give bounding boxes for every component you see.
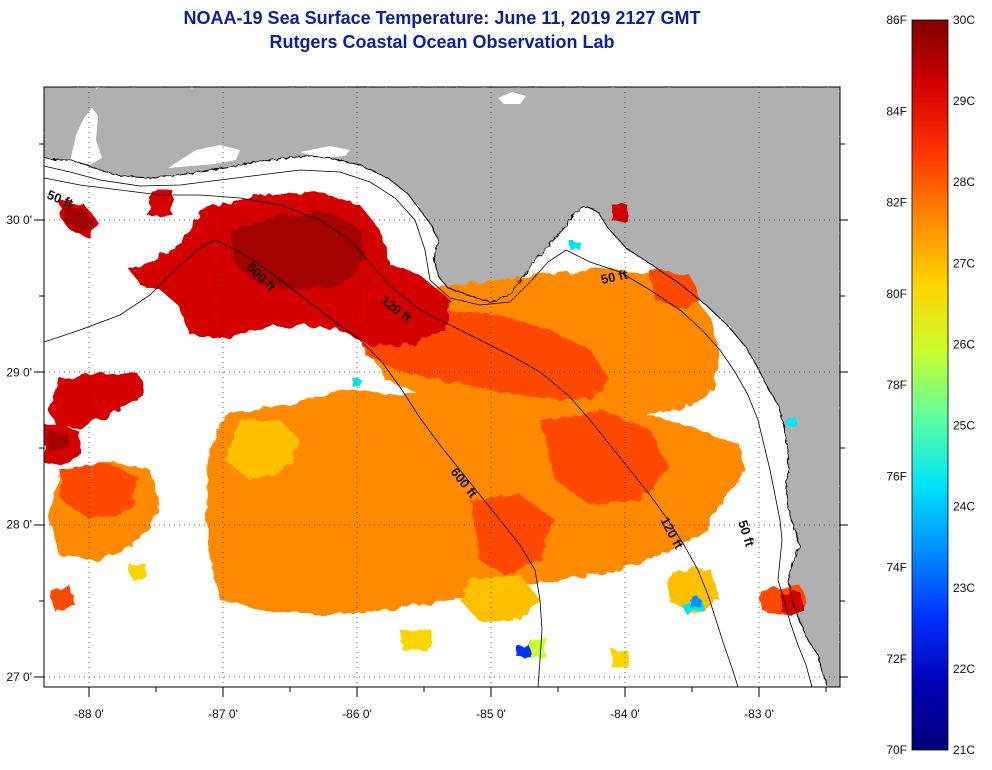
colorbar-f-label: 72F xyxy=(886,652,907,666)
bay-inlet xyxy=(168,145,240,168)
plot-area: 50 ft 600 ft 120 ft 50 ft 600 ft 120 ft … xyxy=(44,87,840,687)
colorbar-f-label: 76F xyxy=(886,469,907,483)
sst-patch xyxy=(540,410,670,505)
colorbar-c-label: 27C xyxy=(953,256,975,270)
colorbar-f-label: 80F xyxy=(886,287,907,301)
contour-120ft xyxy=(44,177,739,687)
sst-patch xyxy=(570,242,580,250)
plot-frame xyxy=(43,86,841,688)
sst-patch xyxy=(150,190,172,218)
sst-patch xyxy=(400,628,432,650)
colorbar-f-label: 86F xyxy=(886,13,907,27)
longitude-label: -88 0' xyxy=(74,707,104,721)
colorbar-c-label: 21C xyxy=(953,743,975,757)
sst-patch xyxy=(612,205,628,222)
sst-patch xyxy=(130,562,147,580)
contour-600ft xyxy=(44,239,543,687)
contour-50ft xyxy=(44,165,813,687)
axis-ticks xyxy=(34,143,848,697)
sst-patch xyxy=(48,430,68,452)
lake xyxy=(498,92,526,104)
bay-inlet xyxy=(300,146,350,158)
colorbar-c-label: 22C xyxy=(953,662,975,676)
colorbar-f-label: 82F xyxy=(886,196,907,210)
colorbar xyxy=(911,19,949,751)
sst-patch xyxy=(528,636,546,660)
sst-patch xyxy=(60,462,140,520)
longitude-label: -83 0' xyxy=(744,707,774,721)
latitude-label: 29 0' xyxy=(6,365,32,379)
sst-patch xyxy=(650,270,700,310)
sst-patch xyxy=(225,420,300,480)
longitude-tick-labels: -88 0' -87 0' -86 0' -85 0' -84 0' -83 0' xyxy=(74,707,774,721)
title-line-1: NOAA-19 Sea Surface Temperature: June 11… xyxy=(183,8,701,28)
bay-inlet xyxy=(400,196,428,224)
sst-patch xyxy=(668,568,720,615)
longitude-label: -86 0' xyxy=(342,707,372,721)
colorbar-f-label: 74F xyxy=(886,561,907,575)
colorbar-celsius-labels: 30C 29C 28C 27C 26C 25C 24C 23C 22C 21C xyxy=(953,13,975,757)
sst-cloud-patches xyxy=(44,190,808,668)
colorbar-fahrenheit-labels: 86F 84F 82F 80F 78F 76F 74F 72F 70F xyxy=(886,13,907,757)
sst-patch xyxy=(460,575,540,622)
bay-inlet xyxy=(70,108,102,165)
colorbar-c-label: 25C xyxy=(953,419,975,433)
sst-patch xyxy=(352,378,360,386)
colorbar-f-label: 84F xyxy=(886,104,907,118)
sst-patch xyxy=(50,585,75,612)
map-title: NOAA-19 Sea Surface Temperature: June 11… xyxy=(44,6,840,54)
map-grid xyxy=(44,87,840,687)
sst-patch xyxy=(48,372,145,430)
sst-patch xyxy=(690,598,700,608)
latitude-label: 28 0' xyxy=(6,518,32,532)
colorbar-c-label: 30C xyxy=(953,13,975,27)
longitude-label: -84 0' xyxy=(610,707,640,721)
sst-patch xyxy=(230,212,365,290)
colorbar-f-label: 70F xyxy=(886,743,907,757)
sst-patch xyxy=(612,650,628,668)
title-line-2: Rutgers Coastal Ocean Observation Lab xyxy=(269,32,615,52)
longitude-label: -87 0' xyxy=(208,707,238,721)
colorbar-c-label: 29C xyxy=(953,94,975,108)
colorbar-c-label: 24C xyxy=(953,500,975,514)
sst-patch xyxy=(786,416,796,426)
longitude-label: -85 0' xyxy=(476,707,506,721)
coastline xyxy=(44,155,829,687)
latitude-label: 30 0' xyxy=(6,213,32,227)
latitude-tick-labels: 30 0' 29 0' 28 0' 27 0' xyxy=(6,213,32,684)
land-mass xyxy=(44,87,840,687)
colorbar-c-label: 23C xyxy=(953,581,975,595)
colorbar-f-label: 78F xyxy=(886,378,907,392)
sst-patch xyxy=(518,646,530,658)
latitude-label: 27 0' xyxy=(6,670,32,684)
contour-label: 50 ft xyxy=(600,267,630,287)
colorbar-c-label: 26C xyxy=(953,337,975,351)
colorbar-c-label: 28C xyxy=(953,175,975,189)
